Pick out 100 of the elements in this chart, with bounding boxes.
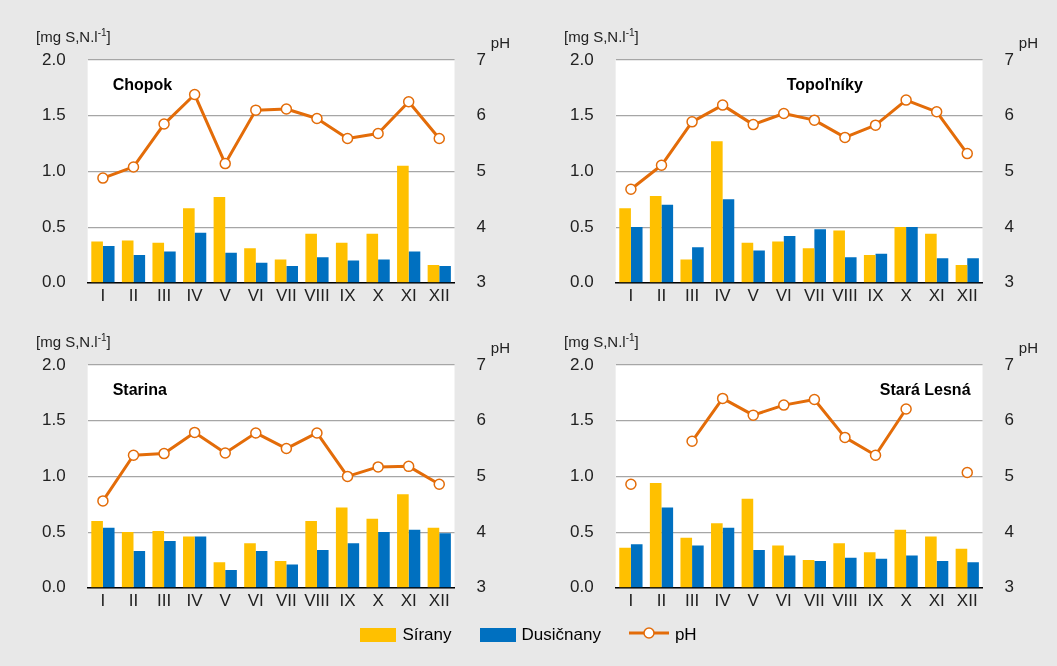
- bar: [194, 232, 207, 283]
- legend-label: Dusičnany: [521, 625, 601, 645]
- x-tick-label: VI: [775, 285, 792, 305]
- bar: [722, 199, 735, 283]
- point: [97, 172, 109, 184]
- bar: [427, 264, 440, 283]
- point: [839, 431, 851, 444]
- point: [433, 478, 446, 490]
- bar: [802, 248, 815, 283]
- point: [900, 94, 912, 106]
- bar: [286, 266, 298, 283]
- bar: [121, 240, 134, 283]
- bar: [427, 527, 440, 588]
- bar: [863, 254, 876, 283]
- legend-label: pH: [674, 625, 697, 645]
- bar: [680, 259, 693, 283]
- point: [686, 116, 698, 128]
- bar: [661, 204, 674, 283]
- bar: [772, 241, 784, 283]
- bar: [967, 258, 979, 283]
- bar: [894, 529, 907, 588]
- x-tick-label: III: [684, 590, 700, 610]
- point: [219, 447, 231, 459]
- y2-tick-label: 6: [476, 410, 487, 430]
- bar: [833, 543, 845, 588]
- y-tick-label: 1.0: [41, 466, 66, 486]
- y-tick-label: 2.0: [41, 49, 66, 69]
- bar: [894, 227, 907, 283]
- bar: [213, 197, 226, 283]
- bar: [183, 208, 195, 283]
- y2-tick-label: 3: [476, 577, 487, 597]
- x-tick-label: V: [219, 285, 232, 305]
- bar: [711, 141, 723, 283]
- bar: [906, 555, 918, 588]
- y2-tick-label: 6: [1004, 410, 1015, 430]
- bar: [274, 259, 287, 283]
- bar: [366, 233, 379, 283]
- x-tick-label: IX: [339, 285, 356, 305]
- bar: [335, 507, 348, 588]
- x-tick-label: II: [128, 285, 139, 305]
- x-tick-label: IX: [867, 590, 884, 610]
- point: [869, 449, 882, 461]
- point: [869, 119, 882, 131]
- point: [188, 88, 201, 101]
- point: [716, 99, 729, 111]
- x-tick-label: VI: [247, 590, 264, 610]
- point: [625, 478, 637, 490]
- y-tick-label: 0.0: [41, 577, 66, 597]
- bar: [741, 498, 754, 588]
- bar: [741, 242, 754, 283]
- bar: [936, 258, 949, 283]
- y2-tick-label: 4: [476, 216, 487, 236]
- x-tick-label: VII: [275, 590, 297, 610]
- bar: [967, 562, 979, 588]
- bar: [255, 551, 268, 588]
- bar: [316, 549, 329, 588]
- y2-axis-title: pH: [490, 34, 511, 51]
- x-tick-label: III: [684, 285, 700, 305]
- bar: [347, 260, 360, 283]
- bar: [183, 536, 195, 588]
- point: [127, 449, 140, 461]
- bar: [925, 536, 937, 588]
- bar: [783, 555, 796, 588]
- point: [188, 426, 201, 439]
- x-tick-label: XII: [956, 590, 978, 610]
- x-tick-label: IV: [186, 285, 204, 305]
- y2-tick-label: 4: [1004, 521, 1015, 541]
- bar: [772, 545, 784, 588]
- x-tick-label: VI: [775, 590, 792, 610]
- x-tick-label: IV: [714, 590, 732, 610]
- y-tick-label: 0.0: [569, 272, 594, 292]
- point: [402, 460, 415, 473]
- x-tick-label: X: [900, 285, 912, 305]
- bar: [833, 230, 845, 283]
- y-tick-label: 1.0: [569, 161, 594, 181]
- bar: [844, 257, 857, 283]
- bar: [347, 543, 360, 588]
- point: [686, 435, 698, 448]
- x-tick-label: V: [747, 590, 760, 610]
- bar: [619, 547, 631, 588]
- bar: [102, 246, 115, 283]
- bar: [925, 233, 937, 283]
- x-tick-label: IX: [339, 590, 356, 610]
- bar: [692, 545, 704, 588]
- point: [97, 495, 109, 507]
- bar: [955, 548, 968, 588]
- bar: [102, 527, 115, 588]
- bar: [378, 532, 390, 588]
- point: [372, 461, 384, 473]
- point: [127, 161, 140, 173]
- y2-tick-label: 5: [476, 161, 487, 181]
- bar: [711, 523, 723, 588]
- point: [433, 132, 446, 145]
- bar: [305, 520, 317, 588]
- y-tick-label: 0.5: [41, 216, 66, 236]
- bar: [274, 561, 287, 588]
- y2-tick-label: 3: [476, 272, 487, 292]
- bar: [630, 227, 643, 283]
- y2-tick-label: 4: [476, 521, 487, 541]
- bar: [814, 561, 826, 588]
